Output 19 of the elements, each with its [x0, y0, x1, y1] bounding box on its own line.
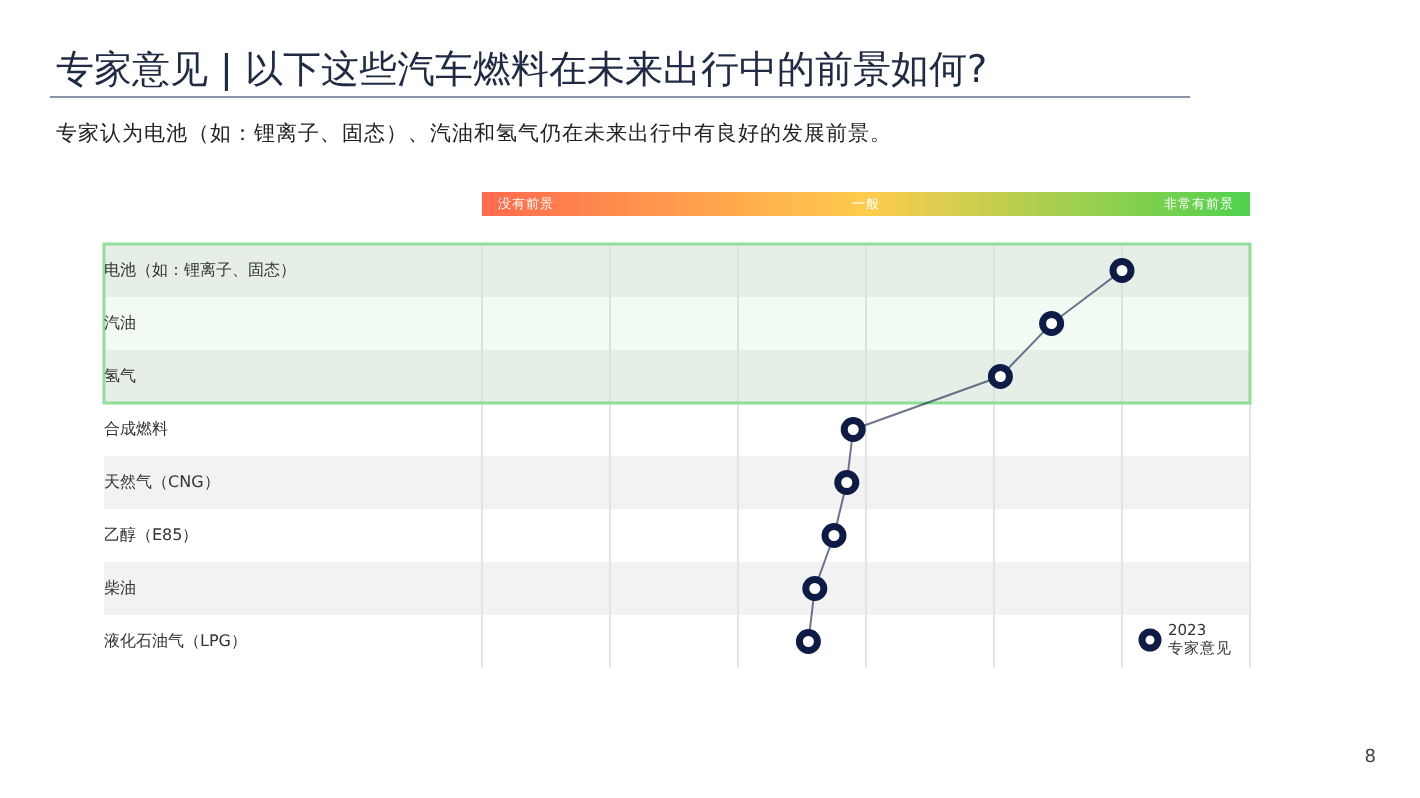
point: [840, 417, 866, 442]
text: 8: [1364, 748, 1376, 768]
point: [1039, 311, 1065, 336]
y-tick-label: 柴油: [104, 578, 136, 597]
y-tick-label: 汽油: [104, 313, 136, 332]
point: [1109, 258, 1135, 283]
point: [802, 576, 828, 601]
y-tick-label: 合成燃料: [104, 419, 168, 438]
y-tick-label: 氢气: [104, 366, 136, 385]
y-tick-label: 天然气（CNG）: [104, 472, 220, 491]
y-tick-label: 电池（如：锂离子、固态）: [104, 260, 296, 279]
y-tick-label: 乙醇（E85）: [104, 525, 199, 544]
chart-title: 专家意见 | 以下这些汽车燃料在未来出行中的前景如何?: [56, 46, 988, 96]
point: [821, 523, 847, 548]
point: [987, 364, 1013, 389]
point: [834, 470, 860, 495]
point: [795, 629, 821, 654]
chart-subtitle: 专家认为电池（如：锂离子、固态）、汽油和氢气仍在未来出行中有良好的发展前景。: [56, 120, 892, 148]
y-tick-label: 液化石油气（LPG）: [104, 631, 247, 650]
